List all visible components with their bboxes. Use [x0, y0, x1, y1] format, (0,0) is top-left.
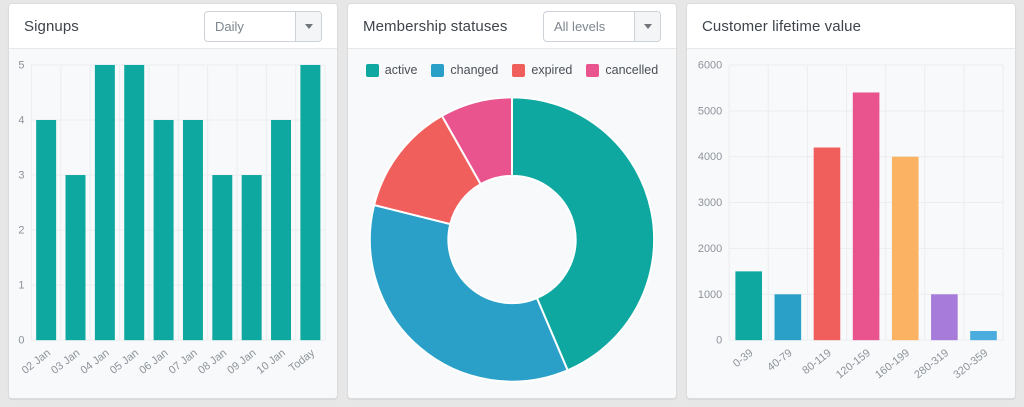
x-axis-tick-label: 280-319 [912, 347, 951, 381]
legend-item-expired[interactable]: expired [512, 63, 572, 77]
bar [271, 119, 292, 341]
x-axis-tick-label: Today [287, 347, 318, 375]
membership-level-selected-value: All levels [554, 18, 606, 34]
bar [36, 119, 57, 341]
donut-segment-changed [368, 203, 569, 383]
x-axis-tick-label: 0-39 [731, 347, 756, 370]
x-axis-tick-label: 07 Jan [167, 347, 200, 377]
bar [931, 294, 958, 341]
membership-chart-area: active changed expired cancelled [348, 49, 676, 398]
signups-interval-select[interactable]: Daily [204, 10, 322, 42]
x-axis-tick-label: 03 Jan [49, 347, 82, 377]
bar [94, 64, 115, 341]
legend-item-changed[interactable]: changed [431, 63, 498, 77]
x-axis-tick-label: 02 Jan [20, 347, 53, 377]
donut-segment-cancelled [440, 96, 513, 186]
bar [241, 175, 262, 341]
bar [300, 64, 321, 341]
y-axis-tick-label: 0 [18, 335, 24, 347]
legend-label: cancelled [605, 63, 659, 77]
legend-swatch-icon [586, 63, 600, 77]
y-axis-tick-label: 4 [18, 114, 24, 126]
membership-level-caret-box[interactable] [634, 11, 660, 41]
legend-swatch-icon [431, 63, 445, 77]
legend-item-active[interactable]: active [365, 63, 418, 77]
panel-customer-lifetime-value: Customer lifetime value 0 1000 2000 3000 400… [686, 3, 1016, 399]
x-axis-tick-label: 06 Jan [137, 347, 170, 377]
page-title-signups: Signups [24, 17, 79, 35]
x-axis-tick-label: 120-159 [834, 347, 873, 381]
signups-interval-caret-box[interactable] [295, 11, 321, 41]
x-axis-tick-label: 10 Jan [255, 347, 288, 377]
y-axis-tick-label: 0 [716, 335, 722, 347]
x-axis-tick-label: 05 Jan [108, 347, 141, 377]
bar [153, 119, 174, 341]
y-axis-tick-label: 3000 [698, 197, 722, 209]
page-title-clv: Customer lifetime value [702, 17, 862, 35]
panel-membership-header: Membership statuses All levels [348, 4, 676, 49]
y-axis-tick-label: 1000 [698, 289, 722, 301]
donut-segment-active [511, 96, 656, 372]
chevron-down-icon [304, 23, 313, 29]
bar [212, 175, 233, 341]
page-title-membership: Membership statuses [363, 17, 508, 35]
panel-clv-header: Customer lifetime value [687, 4, 1015, 49]
clv-bar-chart: 0 1000 2000 3000 4000 5000 6000 0-39 40-79 80-119… [698, 59, 1004, 381]
clv-chart-area: 0 1000 2000 3000 4000 5000 6000 0-39 40-79 80-119… [687, 49, 1015, 398]
legend-label: active [384, 63, 418, 77]
bar [774, 294, 802, 341]
signups-chart-area: 0 1 2 3 4 5 02 Jan 03 Jan 04 Jan 05 Jan 06 Jan 07 J… [9, 49, 337, 398]
y-axis-tick-label: 6000 [698, 59, 722, 71]
bar [852, 92, 880, 341]
y-axis-tick-label: 4000 [698, 151, 722, 163]
panel-signups-header: Signups Daily [9, 4, 337, 49]
x-axis-tick-label: 04 Jan [78, 347, 111, 377]
panel-signups: Signups Daily 0 1 2 3 4 5 02 Jan 03 Jan 04 Jan 05… [8, 3, 338, 399]
donut-legend: active changed expired cancelled [348, 49, 676, 77]
legend-swatch-icon [512, 63, 526, 77]
membership-level-select[interactable]: All levels [543, 10, 661, 42]
y-axis-tick-label: 5 [18, 59, 24, 71]
legend-swatch-icon [365, 63, 379, 77]
y-axis-tick-label: 3 [18, 170, 24, 182]
bar [65, 175, 86, 341]
y-axis-tick-label: 2 [18, 225, 24, 237]
membership-donut-chart [368, 96, 656, 383]
x-axis-tick-label: 160-199 [873, 347, 912, 381]
bar [970, 330, 997, 341]
bar [182, 119, 203, 341]
signups-interval-selected-value: Daily [215, 18, 244, 34]
x-axis-tick-label: 09 Jan [225, 347, 258, 377]
y-axis-tick-label: 2000 [698, 243, 722, 255]
x-axis-tick-label: 40-79 [765, 347, 794, 374]
legend-label: changed [450, 63, 499, 77]
x-axis-tick-label: 320-359 [951, 347, 990, 381]
x-axis-tick-label: 80-119 [800, 347, 834, 377]
bar [891, 156, 919, 341]
legend-label: expired [531, 63, 573, 77]
y-axis-tick-label: 5000 [698, 105, 722, 117]
panel-membership-statuses: Membership statuses All levels active cha… [347, 3, 677, 399]
legend-item-cancelled[interactable]: cancelled [586, 63, 658, 77]
y-axis-tick-label: 1 [18, 280, 24, 292]
bar [735, 271, 763, 341]
bar [124, 64, 145, 341]
bar [813, 147, 841, 341]
x-axis-tick-label: 08 Jan [196, 347, 229, 377]
chevron-down-icon [643, 23, 652, 29]
